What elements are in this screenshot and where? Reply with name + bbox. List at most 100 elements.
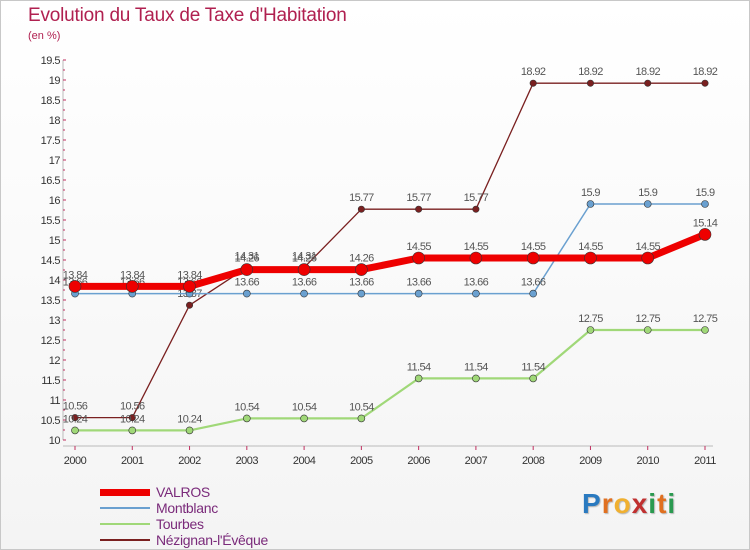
y-tick-label: 18 (49, 115, 61, 127)
y-tick-label: 19 (49, 75, 61, 87)
data-label-nezignan-l-eveque: 18.92 (693, 66, 718, 78)
data-point-nezignan-l-eveque (415, 205, 423, 213)
data-point-tourbes (472, 374, 480, 383)
data-label-montblanc: 13.66 (464, 277, 489, 289)
y-tick-label: 12.5 (41, 335, 61, 347)
legend-label: Nézignan-l'Évêque (156, 532, 268, 548)
x-tick-label: 2003 (236, 455, 259, 467)
data-point-valros (698, 228, 712, 241)
data-point-tourbes (128, 426, 137, 435)
x-tick-label: 2011 (694, 455, 716, 467)
y-tick-label: 15 (49, 235, 61, 247)
legend-label: VALROS (156, 484, 210, 500)
data-point-tourbes (300, 414, 308, 423)
x-tick-label: 2002 (178, 455, 201, 467)
logo-letter: r (601, 488, 614, 519)
data-point-nezignan-l-eveque (472, 205, 480, 213)
data-label-nezignan-l-eveque: 10.56 (120, 401, 145, 413)
data-label-valros: 13.84 (177, 269, 202, 281)
data-point-montblanc (472, 289, 480, 298)
data-label-tourbes: 12.75 (578, 313, 603, 325)
data-label-tourbes: 11.54 (464, 361, 488, 373)
data-label-tourbes: 10.54 (235, 401, 260, 413)
data-point-valros (584, 251, 597, 265)
logo-letter: x (631, 488, 649, 519)
data-point-valros (125, 280, 139, 293)
data-label-valros: 15.14 (693, 217, 718, 229)
data-label-nezignan-l-eveque: 15.77 (406, 192, 431, 204)
logo-letter: t (657, 488, 668, 519)
y-tick-label: 18.5 (41, 95, 61, 107)
x-tick-label: 2009 (579, 455, 602, 467)
x-tick-label: 2004 (293, 455, 316, 467)
data-point-montblanc (300, 289, 308, 298)
x-tick-label: 2005 (350, 455, 373, 467)
series-line-nezignan-l-eveque (75, 82, 705, 419)
data-point-nezignan-l-eveque (186, 301, 194, 309)
logo-letter: P (582, 488, 602, 519)
data-point-tourbes (357, 414, 366, 423)
series-line-valros (75, 231, 707, 290)
legend-label: Tourbes (156, 516, 204, 532)
y-tick-label: 16 (49, 195, 61, 207)
x-tick-label: 2007 (465, 455, 488, 467)
data-label-nezignan-l-eveque: 10.56 (63, 401, 88, 413)
data-point-valros (297, 263, 311, 276)
data-point-montblanc (243, 289, 251, 298)
y-tick-label: 19.5 (41, 55, 61, 67)
y-tick-label: 10 (49, 435, 61, 447)
data-point-nezignan-l-eveque (357, 205, 365, 213)
data-point-montblanc (586, 200, 595, 208)
data-label-valros: 13.84 (120, 269, 145, 281)
data-point-montblanc (643, 200, 652, 208)
logo-letter: i (667, 488, 677, 519)
data-point-valros (240, 263, 254, 276)
data-point-tourbes (414, 374, 423, 383)
x-tick-label: 2006 (407, 455, 430, 467)
data-label-nezignan-l-eveque: 18.92 (635, 66, 660, 78)
logo-letter: o (613, 488, 632, 519)
data-label-valros: 14.26 (235, 253, 260, 265)
data-point-tourbes (701, 326, 709, 334)
data-label-montblanc: 13.66 (349, 277, 374, 289)
data-point-tourbes (529, 374, 537, 383)
y-tick-label: 13 (49, 315, 61, 327)
data-label-montblanc: 13.66 (235, 277, 260, 289)
data-label-nezignan-l-eveque: 14.31 (292, 251, 317, 263)
data-label-tourbes: 11.54 (407, 361, 431, 373)
data-label-tourbes: 10.24 (63, 413, 88, 425)
data-label-nezignan-l-eveque: 15.77 (464, 192, 489, 204)
legend-swatch (100, 539, 150, 541)
data-point-valros (355, 263, 368, 276)
data-point-montblanc (701, 200, 709, 208)
data-point-montblanc (357, 289, 366, 298)
x-tick-label: 2008 (522, 455, 545, 467)
x-tick-label: 2001 (121, 455, 144, 467)
data-point-nezignan-l-eveque (586, 79, 594, 87)
data-point-nezignan-l-eveque (529, 79, 537, 87)
y-tick-label: 14 (49, 275, 61, 287)
data-label-valros: 14.26 (349, 253, 374, 265)
data-label-valros: 14.55 (635, 241, 660, 253)
data-label-valros: 13.84 (63, 269, 88, 281)
y-tick-label: 12 (49, 355, 61, 367)
data-label-tourbes: 10.24 (177, 413, 202, 425)
y-tick-label: 17.5 (41, 135, 61, 147)
y-tick-label: 16.5 (41, 175, 61, 187)
data-label-tourbes: 12.75 (693, 313, 718, 325)
legend-label: Montblanc (156, 500, 218, 516)
y-tick-label: 10.5 (41, 415, 61, 427)
data-point-tourbes (586, 326, 595, 334)
legend-swatch (100, 522, 150, 526)
data-label-nezignan-l-eveque: 15.77 (349, 192, 374, 204)
data-label-valros: 14.55 (406, 241, 431, 253)
data-point-valros (183, 280, 196, 293)
data-label-nezignan-l-eveque: 18.92 (521, 66, 546, 78)
data-label-montblanc: 13.66 (292, 277, 317, 289)
data-point-tourbes (643, 326, 652, 334)
y-tick-label: 13.5 (41, 295, 61, 307)
data-point-valros (641, 251, 655, 265)
legend-swatch (100, 507, 150, 509)
x-tick-label: 2000 (64, 455, 87, 467)
